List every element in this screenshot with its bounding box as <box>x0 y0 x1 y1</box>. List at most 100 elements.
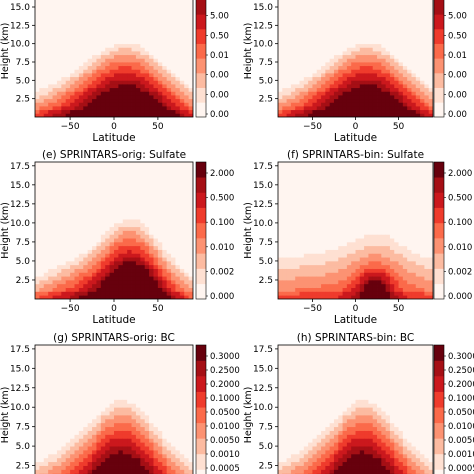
heatmap-cell <box>135 0 141 4</box>
heatmap-cell <box>355 279 361 285</box>
heatmap-cell <box>179 80 185 85</box>
heatmap-cell <box>411 91 417 96</box>
heatmap-cell <box>394 36 399 41</box>
heatmap-cell <box>321 230 326 235</box>
heatmap-cell <box>295 257 300 262</box>
heatmap-cell <box>303 0 309 4</box>
heatmap-cell <box>402 0 408 4</box>
heatmap-cell <box>118 253 124 258</box>
heatmap-cell <box>308 291 313 296</box>
heatmap-cell <box>316 234 322 239</box>
heatmap-cell <box>303 95 309 100</box>
heatmap-cell <box>359 295 365 299</box>
heatmap-cell <box>286 54 292 59</box>
heatmap-cell <box>157 95 163 100</box>
heatmap-cell <box>394 76 399 81</box>
heatmap-cell <box>78 192 84 197</box>
heatmap-cell <box>295 91 300 96</box>
heatmap-cell <box>122 73 128 78</box>
heatmap-cell <box>355 211 361 216</box>
heatmap-cell <box>312 200 318 205</box>
panel-1: 2.55.07.510.012.515.0−50 0 50LatitudeHeigh… <box>0 0 229 144</box>
heatmap-cell <box>355 253 361 258</box>
heatmap-cell <box>74 207 80 212</box>
heatmap-cell <box>118 87 124 92</box>
heatmap-cell <box>377 73 382 78</box>
heatmap-cell <box>308 245 313 250</box>
heatmap-cell <box>83 188 89 193</box>
heatmap-cell <box>122 207 128 212</box>
heatmap-cell <box>35 98 40 103</box>
heatmap-cell <box>342 58 348 63</box>
heatmap-cell <box>135 21 141 26</box>
heatmap-cell <box>87 279 93 285</box>
heatmap-cell <box>149 188 154 193</box>
heatmap-cell <box>131 192 137 197</box>
heatmap-cell <box>87 200 93 205</box>
heatmap-cell <box>179 0 185 4</box>
heatmap-cell <box>127 47 132 52</box>
heatmap-cell <box>135 76 141 81</box>
heatmap-cell <box>78 184 84 190</box>
heatmap-cell <box>389 29 395 34</box>
heatmap-cell <box>166 91 172 96</box>
heatmap-cell <box>295 65 300 70</box>
heatmap-cell <box>428 69 433 74</box>
heatmap-cell <box>342 188 348 193</box>
heatmap-cell <box>92 279 97 285</box>
heatmap-cell <box>61 36 67 41</box>
heatmap-cell <box>83 62 89 67</box>
heatmap-cell <box>295 245 300 250</box>
heatmap-cell <box>415 84 421 89</box>
heatmap-cell <box>70 188 75 193</box>
heatmap-cell <box>35 268 40 273</box>
heatmap-cell <box>338 58 343 63</box>
heatmap-cell <box>43 54 49 59</box>
heatmap-cell <box>144 43 150 48</box>
heatmap-cell <box>321 253 326 258</box>
heatmap-cell <box>278 249 283 254</box>
heatmap-cell <box>114 238 119 243</box>
heatmap-cell <box>303 14 309 19</box>
heatmap-cell <box>70 98 75 103</box>
heatmap-cell <box>175 207 181 212</box>
heatmap-cell <box>381 241 387 247</box>
heatmap-cell <box>290 264 296 269</box>
heatmap-cell <box>52 196 58 201</box>
heatmap-cell <box>394 91 399 96</box>
heatmap-cell <box>153 25 159 30</box>
heatmap-cell <box>122 54 128 59</box>
heatmap-cell <box>188 43 193 48</box>
heatmap-cell <box>171 29 176 34</box>
heatmap-cell <box>114 14 119 19</box>
heatmap-cell <box>52 241 58 247</box>
heatmap-cell <box>153 211 159 216</box>
heatmap-cell <box>70 241 75 247</box>
heatmap-cell <box>329 279 335 285</box>
heatmap-cell <box>286 3 292 8</box>
heatmap-cell <box>286 181 292 186</box>
heatmap-cell <box>74 222 80 228</box>
heatmap-cell <box>105 219 111 224</box>
heatmap-cell <box>394 3 399 8</box>
heatmap-cell <box>35 54 40 59</box>
heatmap-cell <box>286 36 292 41</box>
heatmap-cell <box>424 7 430 12</box>
heatmap-cell <box>149 62 154 67</box>
heatmap-cell <box>78 10 84 15</box>
heatmap-cell <box>135 113 141 117</box>
heatmap-cell <box>381 87 387 92</box>
heatmap-cell <box>144 173 150 178</box>
heatmap-cell <box>65 98 71 103</box>
heatmap-cell <box>338 279 343 285</box>
heatmap-cell <box>87 14 93 19</box>
heatmap-cell <box>377 234 382 239</box>
panel-title: (e) SPRINTARS-orig: Sulfate <box>42 149 186 161</box>
heatmap-cell <box>96 283 102 288</box>
heatmap-cell <box>333 283 339 288</box>
heatmap-cell <box>325 249 331 254</box>
heatmap-cell <box>153 65 159 70</box>
heatmap-cell <box>109 76 115 81</box>
heatmap-cell <box>140 18 146 23</box>
heatmap-cell <box>74 0 80 4</box>
